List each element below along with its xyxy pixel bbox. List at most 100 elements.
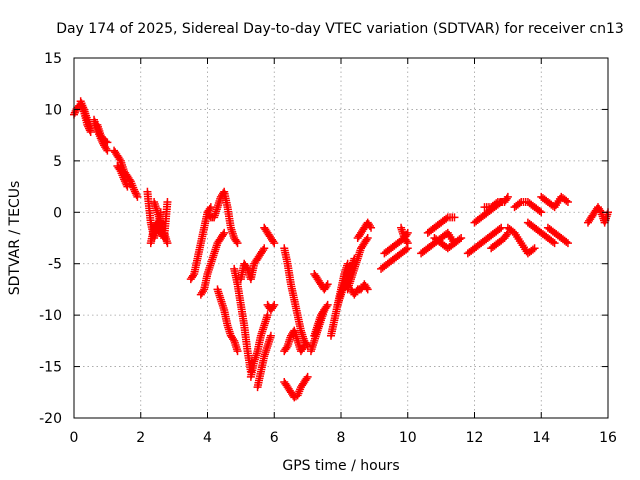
series-arc-41 [503,223,539,258]
data-point [362,235,371,244]
series-arc-37 [463,223,506,258]
data-point [362,283,371,292]
data-point [367,223,376,232]
data-point [120,177,129,186]
x-tick-label: 6 [270,430,279,446]
data-point [562,237,571,246]
series-arc-04 [93,120,112,147]
data-point [71,106,80,115]
series-arc-44 [537,192,572,212]
data-point [102,144,111,153]
y-tick-labels: -20 -15 -10 -5 0 5 10 15 [39,51,62,427]
data-point [163,239,172,248]
data-point [233,347,242,356]
x-tick-label: 8 [337,430,346,446]
series-arc-46 [583,203,612,227]
series-arc-16 [246,311,272,381]
data-point [455,235,464,244]
series-arc-19 [263,300,279,314]
data-point [457,234,466,242]
x-tick-label: 16 [599,430,617,446]
data-point [343,259,352,268]
data-point [229,335,238,344]
data-point [103,138,112,147]
y-tick-label: -20 [39,411,62,427]
series-arc-43 [523,218,559,248]
y-tick-label: -5 [48,257,62,273]
series-arc-28 [343,234,372,294]
data-point [322,302,331,311]
series-arc-31 [377,244,412,273]
data-point [242,263,251,272]
data-point [122,180,131,189]
series-arc-25 [310,300,332,340]
data-point [70,108,79,117]
y-tick-label: 5 [53,154,62,170]
data-point [492,199,501,208]
data-point [495,225,504,233]
data-points [70,97,612,402]
chart-title: Day 174 of 2025, Sidereal Day-to-day VTE… [56,21,624,37]
data-point [103,146,112,155]
data-point [269,237,278,246]
data-point [199,287,208,296]
series-arc-45 [543,223,572,248]
data-point [260,244,269,253]
data-point [115,155,124,164]
series-arc-13 [213,285,242,356]
data-point [123,182,132,191]
x-tick-label: 14 [532,430,550,446]
data-point [219,230,228,239]
data-point [550,239,559,248]
data-point [502,230,511,239]
data-point [302,374,311,383]
data-point [232,237,241,246]
data-point [503,192,512,201]
series-arc-22 [280,244,312,350]
x-tick-label: 4 [203,430,212,446]
y-tick-label: 10 [44,102,62,118]
data-point [450,213,459,222]
series-arc-12 [203,187,242,248]
data-point [132,191,141,200]
series-arc-06 [113,162,132,191]
data-point [322,282,331,290]
data-point [121,178,130,187]
data-point [130,185,139,194]
x-tick-labels: 0 2 4 6 8 10 12 14 16 [70,430,617,446]
data-point [323,280,332,289]
data-point [131,189,140,198]
data-point [363,234,372,242]
data-point [402,237,411,246]
data-point [563,198,572,206]
series-arc-42 [510,198,546,217]
data-point [530,244,539,253]
series-arc-30 [347,280,372,299]
data-point [562,196,571,205]
data-point [596,206,605,215]
data-point [402,245,411,254]
data-point [323,300,332,309]
data-point [303,342,312,350]
series-arc-39 [480,192,512,212]
data-point [220,228,229,237]
data-point [403,239,412,248]
data-point [282,343,291,352]
data-point [163,198,172,206]
data-point [403,228,412,237]
series-arc-05 [110,146,142,201]
series-arc-11 [196,228,229,299]
x-tick-label: 0 [70,430,79,446]
series-arc-14 [230,264,255,376]
data-point [233,239,242,248]
data-point [548,237,557,246]
series-arc-02 [76,97,95,132]
data-point [269,302,278,311]
data-point [502,194,511,203]
series-arc-20 [280,326,309,356]
series-arc-36 [430,234,466,253]
series-arc-18 [260,223,279,248]
series-arc-33 [397,223,412,248]
data-point [120,175,129,184]
data-point [528,245,537,254]
